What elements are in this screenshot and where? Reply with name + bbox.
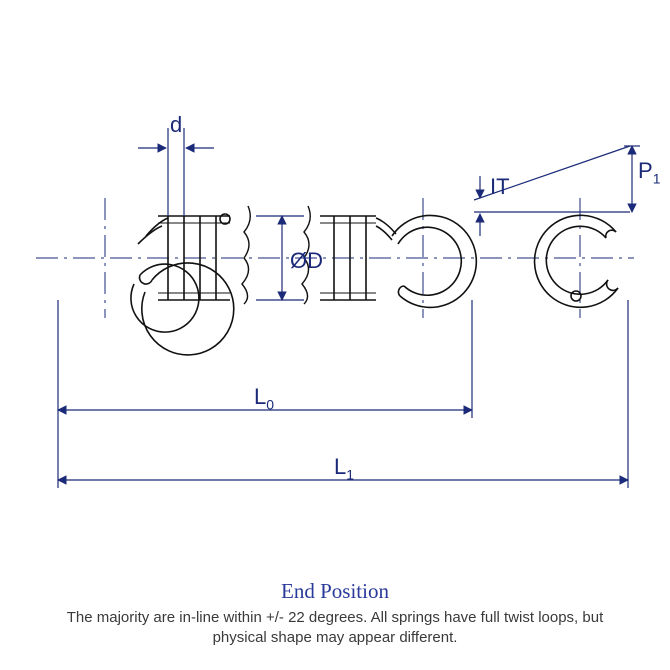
label-P1: P1 [638, 158, 660, 186]
label-P1-base: P [638, 158, 653, 183]
label-D: ØD [290, 248, 323, 274]
label-L0-base: L [254, 384, 266, 409]
left-hook [131, 218, 234, 355]
right-hook [376, 215, 476, 307]
end-view-ring [535, 215, 618, 307]
label-IT: IT [490, 174, 510, 200]
coil-left [158, 214, 230, 300]
dim-d [138, 128, 214, 216]
label-L1-sub: 1 [346, 466, 354, 482]
caption-body: The majority are in-line within +/- 22 d… [40, 608, 630, 649]
caption-title: End Position [40, 579, 630, 604]
label-L0-sub: 0 [266, 396, 274, 412]
caption-area: End Position The majority are in-line wi… [0, 579, 670, 649]
label-d: d [170, 112, 182, 138]
label-L1-base: L [334, 454, 346, 479]
spring-diagram [0, 0, 670, 670]
label-P1-sub: 1 [653, 170, 661, 186]
label-L1: L1 [334, 454, 354, 482]
label-L0: L0 [254, 384, 274, 412]
